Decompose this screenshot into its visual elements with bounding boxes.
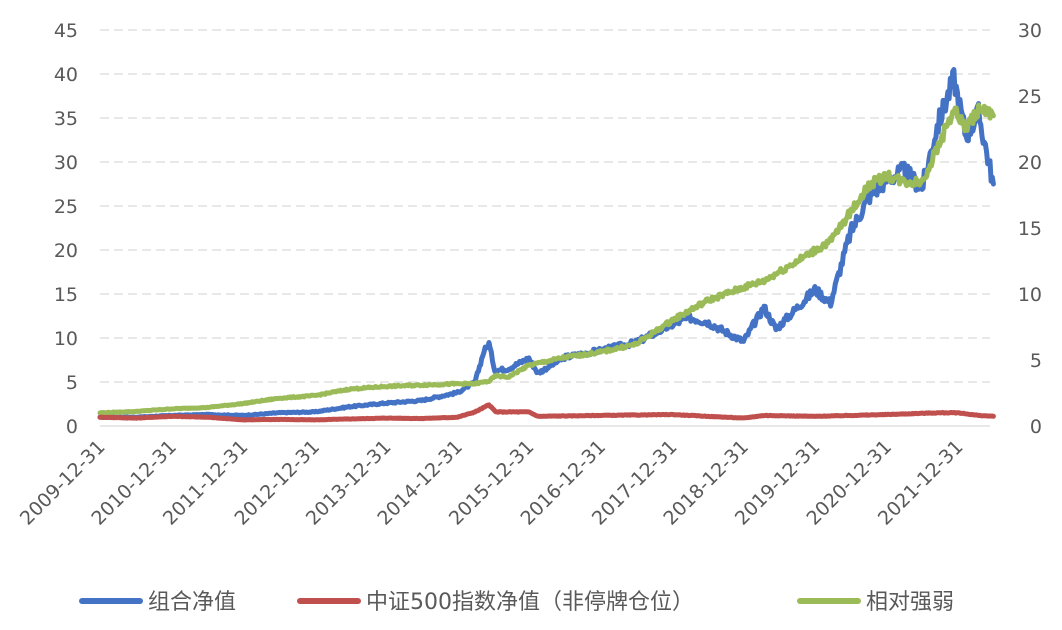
legend-label: 相对强弱 (866, 590, 954, 615)
y-left-tick-label: 45 (54, 20, 78, 42)
y-left-tick-label: 5 (66, 372, 78, 394)
series-line-1 (97, 402, 996, 423)
series-line-2 (97, 102, 996, 416)
y-right-tick-label: 15 (1018, 218, 1042, 240)
y-left-tick-label: 20 (54, 240, 78, 262)
right-axis: 0 5 10 15 20 25 30 (1018, 20, 1042, 438)
left-axis: 0 5 10 15 20 25 30 35 40 45 (54, 20, 78, 438)
y-right-tick-label: 25 (1018, 86, 1042, 108)
y-right-tick-label: 5 (1030, 350, 1042, 372)
y-left-tick-label: 30 (54, 152, 78, 174)
y-right-tick-label: 10 (1018, 284, 1042, 306)
series-lines (97, 67, 996, 423)
y-left-tick-label: 35 (54, 108, 78, 130)
legend-label: 组合净值 (148, 590, 236, 615)
legend: 组合净值 中证500指数净值（非停牌仓位） 相对强弱 (79, 590, 954, 615)
legend-label: 中证500指数净值（非停牌仓位） (366, 590, 694, 615)
y-left-tick-label: 40 (54, 64, 78, 86)
y-left-tick-label: 25 (54, 196, 78, 218)
y-right-tick-label: 0 (1030, 416, 1042, 438)
x-axis: 2009-12-312010-12-312011-12-312012-12-31… (16, 436, 968, 530)
y-right-tick-label: 30 (1018, 20, 1042, 42)
y-left-tick-label: 10 (54, 328, 78, 350)
gridlines (100, 29, 990, 427)
series-line-0 (97, 67, 996, 420)
y-left-tick-label: 15 (54, 284, 78, 306)
y-left-tick-label: 0 (66, 416, 78, 438)
y-right-tick-label: 20 (1018, 152, 1042, 174)
